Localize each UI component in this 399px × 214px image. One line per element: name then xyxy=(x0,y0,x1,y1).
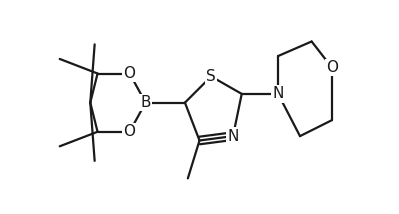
Text: O: O xyxy=(326,60,338,75)
Text: N: N xyxy=(227,129,239,144)
Text: N: N xyxy=(273,86,284,101)
Text: B: B xyxy=(140,95,151,110)
Text: O: O xyxy=(124,124,136,139)
Text: S: S xyxy=(206,69,216,84)
Text: O: O xyxy=(124,66,136,81)
